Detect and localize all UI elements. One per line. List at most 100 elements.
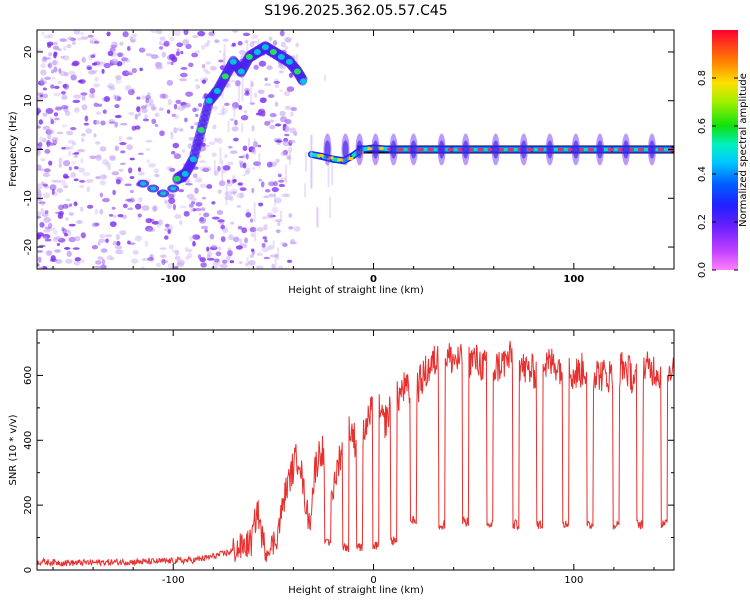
noise-speck bbox=[115, 245, 123, 249]
noise-speck bbox=[242, 173, 246, 176]
noise-speck bbox=[54, 86, 60, 89]
noise-speck bbox=[37, 168, 45, 171]
noise-speck bbox=[52, 189, 55, 195]
noise-speck bbox=[273, 40, 278, 45]
noise-speck bbox=[251, 233, 255, 237]
noise-speck bbox=[241, 115, 249, 120]
noise-speck bbox=[128, 167, 132, 173]
noise-speck bbox=[249, 254, 254, 258]
noise-speck bbox=[94, 41, 100, 44]
figure-title: S196.2025.362.05.57.C45 bbox=[264, 3, 447, 19]
noise-speck bbox=[147, 92, 150, 95]
noise-speck bbox=[69, 203, 72, 206]
noise-speck bbox=[208, 32, 214, 37]
noise-speck bbox=[189, 236, 194, 242]
noise-streak bbox=[226, 184, 228, 205]
noise-speck bbox=[81, 138, 84, 142]
noise-streak bbox=[316, 207, 318, 228]
noise-speck bbox=[288, 147, 292, 153]
noise-speck bbox=[54, 52, 58, 57]
noise-speck bbox=[163, 41, 169, 47]
noise-speck bbox=[127, 46, 131, 51]
noise-speck bbox=[57, 81, 62, 84]
noise-speck bbox=[272, 207, 278, 213]
noise-speck bbox=[98, 242, 101, 246]
tone-track-mark bbox=[214, 88, 221, 94]
noise-speck bbox=[138, 197, 143, 202]
noise-speck bbox=[112, 190, 116, 195]
noise-streak bbox=[324, 75, 326, 81]
noise-streak bbox=[258, 153, 260, 169]
carrier-blob-core bbox=[357, 141, 363, 159]
noise-speck bbox=[34, 108, 41, 114]
tone-track-mark bbox=[300, 78, 307, 84]
noise-speck bbox=[280, 30, 285, 36]
noise-speck bbox=[218, 246, 221, 250]
noise-speck bbox=[49, 117, 52, 119]
noise-speck bbox=[118, 214, 124, 217]
noise-speck bbox=[270, 113, 277, 117]
noise-speck bbox=[150, 254, 154, 259]
noise-speck bbox=[175, 100, 181, 104]
noise-speck bbox=[73, 247, 80, 250]
noise-speck bbox=[95, 209, 98, 215]
tone-track-mark bbox=[294, 68, 301, 74]
noise-streak bbox=[254, 202, 256, 222]
noise-speck bbox=[152, 205, 157, 211]
dispersed-track-core bbox=[170, 187, 176, 191]
noise-speck bbox=[64, 233, 68, 237]
noise-speck bbox=[119, 142, 126, 145]
noise-speck bbox=[72, 141, 76, 145]
y-tick-label: 20 bbox=[23, 46, 34, 59]
noise-streak bbox=[219, 147, 221, 164]
noise-speck bbox=[138, 172, 145, 176]
noise-speck bbox=[98, 176, 101, 180]
dispersed-track-core bbox=[150, 187, 156, 191]
noise-speck bbox=[41, 58, 47, 63]
noise-streak bbox=[305, 152, 307, 172]
tone-track-mark bbox=[190, 156, 197, 162]
noise-speck bbox=[61, 105, 68, 109]
y-tick-label: 200 bbox=[23, 496, 34, 515]
noise-streak bbox=[328, 164, 330, 187]
noise-speck bbox=[169, 244, 174, 249]
noise-speck bbox=[70, 172, 75, 177]
noise-speck bbox=[151, 54, 159, 59]
noise-speck bbox=[151, 106, 156, 111]
colorbar-tick-label: 0.6 bbox=[697, 118, 708, 134]
snr-ylabel: SNR (10 * v/v) bbox=[8, 414, 19, 485]
colorbar-label: Normalized spectral amplitude bbox=[738, 73, 749, 227]
noise-speck bbox=[52, 59, 59, 65]
noise-speck bbox=[155, 113, 160, 117]
colorbar-tick-label: 0.8 bbox=[697, 70, 708, 86]
noise-speck bbox=[198, 213, 201, 216]
noise-speck bbox=[180, 51, 183, 54]
noise-streak bbox=[304, 183, 306, 197]
noise-speck bbox=[37, 192, 42, 197]
carrier-start-streak bbox=[310, 135, 312, 189]
noise-speck bbox=[289, 140, 296, 144]
x-tick-label: 0 bbox=[370, 274, 377, 285]
noise-speck bbox=[210, 66, 217, 71]
noise-speck bbox=[258, 89, 265, 94]
noise-speck bbox=[136, 106, 140, 112]
noise-speck bbox=[239, 160, 243, 163]
noise-speck bbox=[293, 132, 297, 136]
noise-speck bbox=[288, 213, 292, 217]
noise-speck bbox=[244, 237, 248, 243]
noise-streak bbox=[238, 84, 240, 102]
noise-speck bbox=[256, 265, 264, 268]
noise-speck bbox=[267, 162, 273, 168]
noise-speck bbox=[200, 166, 207, 172]
noise-speck bbox=[160, 93, 166, 98]
noise-speck bbox=[39, 119, 43, 124]
noise-speck bbox=[263, 236, 267, 239]
noise-speck bbox=[279, 111, 285, 116]
noise-speck bbox=[291, 107, 297, 111]
noise-speck bbox=[74, 152, 79, 155]
noise-speck bbox=[115, 249, 123, 254]
noise-speck bbox=[217, 210, 224, 215]
noise-speck bbox=[230, 260, 235, 263]
noise-speck bbox=[227, 250, 233, 256]
noise-speck bbox=[250, 42, 255, 48]
